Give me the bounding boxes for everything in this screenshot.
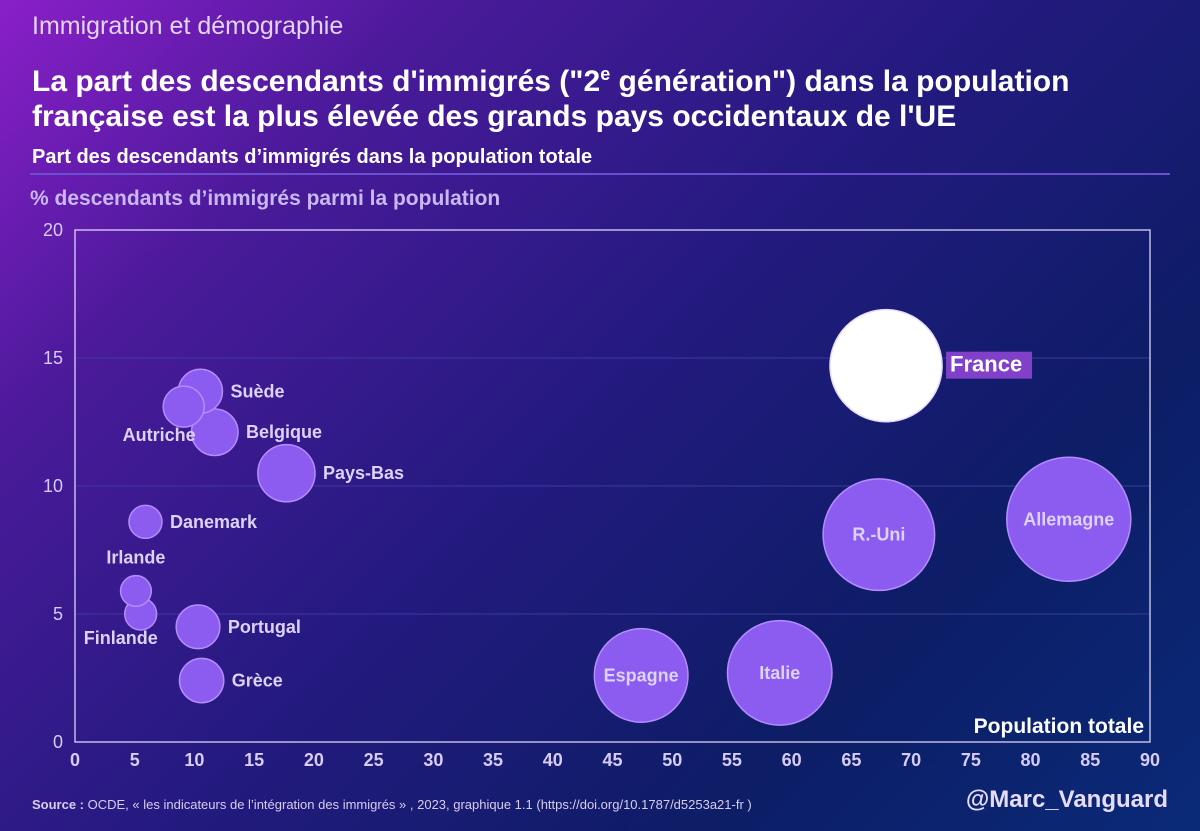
bubble-italie <box>726 619 833 726</box>
x-tick-label: 70 <box>901 750 921 770</box>
label-r-uni: R.-Uni <box>852 525 905 545</box>
source-text: OCDE, « les indicateurs de l’intégration… <box>84 797 752 812</box>
label-danemark: Danemark <box>170 512 258 532</box>
y-axis-label: % descendants d’immigrés parmi la popula… <box>30 187 501 210</box>
bubble-r-uni <box>822 478 936 592</box>
label-pays-bas: Pays-Bas <box>323 463 404 483</box>
label-gr-ce: Grèce <box>232 671 283 691</box>
label-bg-france <box>946 351 1033 379</box>
x-tick-label: 65 <box>841 750 861 770</box>
x-tick-label: 40 <box>543 750 563 770</box>
x-tick-label: 0 <box>70 750 80 770</box>
x-tick-label: 30 <box>423 750 443 770</box>
x-tick-label: 15 <box>244 750 264 770</box>
y-tick-label: 10 <box>43 476 63 496</box>
source-note: Source : OCDE, « les indicateurs de l’in… <box>32 797 752 812</box>
title-superscript: e <box>600 64 611 84</box>
x-tick-label: 25 <box>364 750 384 770</box>
y-tick-label: 5 <box>53 604 63 624</box>
title-line1-start: La part des descendants d'immigrés ("2 <box>32 65 601 98</box>
x-tick-label: 35 <box>483 750 503 770</box>
x-tick-label: 20 <box>304 750 324 770</box>
bubble-portugal <box>175 604 221 650</box>
bubble-irlande <box>119 574 153 608</box>
title-line1-end: génération") dans la population <box>610 65 1070 98</box>
label-irlande: Irlande <box>106 548 165 568</box>
source-label: Source : <box>32 797 85 812</box>
x-tick-label: 80 <box>1021 750 1041 770</box>
bubble-gr-ce <box>178 657 225 704</box>
x-tick-label: 85 <box>1080 750 1100 770</box>
bubble-autriche <box>162 385 205 428</box>
label-su-de: Suède <box>230 381 284 401</box>
subtitle-divider <box>30 173 1170 175</box>
author-handle: @Marc_Vanguard <box>965 786 1168 813</box>
label-portugal: Portugal <box>228 617 301 637</box>
bubble-espagne <box>593 627 689 724</box>
title-line2: française est la plus élevée des grands … <box>32 100 957 133</box>
y-tick-label: 15 <box>43 348 63 368</box>
page-title: La part des descendants d'immigrés ("2e … <box>32 57 1182 134</box>
label-italie: Italie <box>759 663 800 683</box>
x-tick-label: 90 <box>1140 750 1160 770</box>
label-france: France <box>950 352 1022 377</box>
label-belgique: Belgique <box>246 422 322 442</box>
chart-subtitle: Part des descendants d’immigrés dans la … <box>32 146 593 168</box>
label-allemagne: Allemagne <box>1023 509 1114 529</box>
kicker: Immigration et démographie <box>32 12 344 40</box>
x-tick-label: 60 <box>782 750 802 770</box>
x-tick-label: 45 <box>602 750 622 770</box>
bubble-danemark <box>128 504 163 540</box>
bubble-france <box>829 308 943 423</box>
y-tick-label: 20 <box>43 220 63 240</box>
x-axis-label: Population totale <box>974 715 1144 738</box>
label-autriche: Autriche <box>123 425 196 445</box>
x-tick-label: 50 <box>662 750 682 770</box>
y-tick-label: 0 <box>53 732 63 752</box>
x-tick-label: 10 <box>184 750 204 770</box>
x-tick-label: 75 <box>961 750 981 770</box>
x-tick-label: 55 <box>722 750 742 770</box>
label-espagne: Espagne <box>604 665 679 685</box>
x-tick-label: 5 <box>130 750 140 770</box>
plot-frame <box>74 229 1151 743</box>
bubble-pays-bas <box>257 443 316 503</box>
label-finlande: Finlande <box>84 628 158 648</box>
bubble-allemagne <box>1006 456 1132 583</box>
